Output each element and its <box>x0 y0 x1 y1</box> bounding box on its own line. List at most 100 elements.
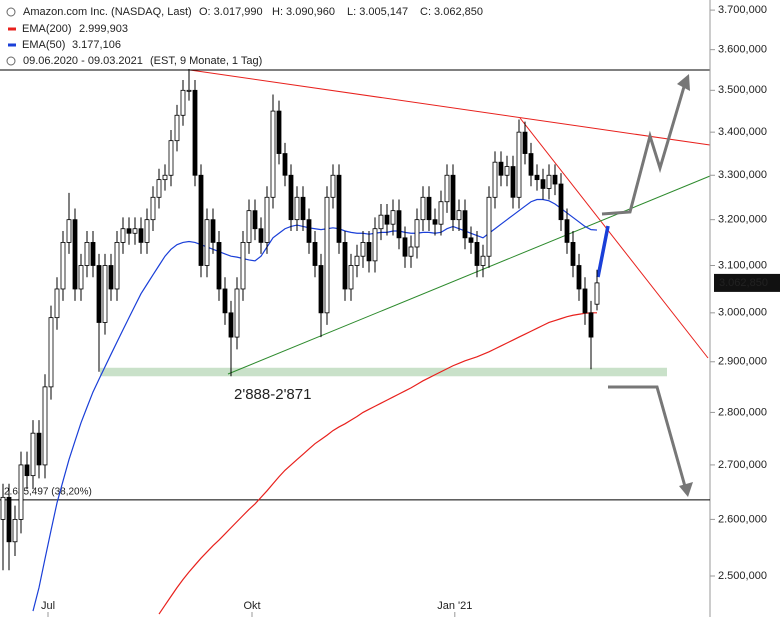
candle-body <box>168 140 174 176</box>
arrow-head <box>677 74 690 91</box>
candle-body <box>294 196 300 221</box>
candle-body <box>450 174 456 221</box>
candle-body <box>336 174 342 243</box>
support-zone <box>100 367 667 377</box>
candle-body <box>510 166 516 198</box>
candle-body <box>108 265 114 290</box>
candle-body <box>144 219 150 243</box>
candle-body <box>402 237 408 257</box>
candle-body <box>522 131 528 154</box>
candle-body <box>492 161 498 198</box>
candle-body <box>252 210 258 230</box>
candle-body <box>180 89 186 116</box>
candle-body <box>432 219 438 225</box>
candle-body <box>192 89 198 176</box>
candle-body <box>24 464 30 477</box>
candle-body <box>198 174 204 266</box>
candle-body <box>120 228 126 243</box>
open-label: O: 3.017,990 <box>199 6 263 18</box>
candle-body <box>72 219 78 290</box>
candle-body <box>444 174 450 203</box>
y-tick-label: 2.900,000 <box>718 356 767 368</box>
resistance-trendline <box>189 69 711 146</box>
candle-body <box>216 242 222 290</box>
legend-label: EMA(200) <box>22 23 72 35</box>
candle-body <box>126 228 132 234</box>
y-tick-label: 3.600,000 <box>718 44 767 56</box>
candle-body <box>324 196 330 314</box>
y-tick-label: 3.400,000 <box>718 126 767 138</box>
candle-body <box>288 174 294 221</box>
candle-body <box>504 166 510 176</box>
candle-body <box>246 210 252 243</box>
candle-body <box>132 228 138 234</box>
candle-body <box>204 219 210 266</box>
candle-body <box>234 288 240 338</box>
date-range: 09.06.2020 - 09.03.2021 <box>23 55 143 67</box>
candle-body <box>30 432 36 477</box>
ema-line <box>32 198 598 612</box>
candle-body <box>390 210 396 225</box>
x-tick-label: Jan '21 <box>437 600 472 612</box>
y-tick-label: 3.700,000 <box>718 4 767 16</box>
close-label: C: 3.062,850 <box>420 6 483 18</box>
candle-body <box>438 201 444 225</box>
support-trendline <box>227 175 711 375</box>
candle-body <box>114 242 120 290</box>
candle-body <box>12 518 18 543</box>
candle-body <box>468 237 474 243</box>
annotations <box>0 69 711 497</box>
y-tick-label: 2.600,000 <box>718 513 767 525</box>
candle-body <box>0 496 6 520</box>
candle-body <box>60 242 66 290</box>
range-info: (EST, 9 Monate, 1 Tag) <box>150 55 262 67</box>
down-trendline <box>519 117 709 359</box>
candle-body <box>516 131 522 198</box>
candle-body <box>594 282 600 305</box>
y-tick-label: 2.500,000 <box>718 570 767 582</box>
last-price-label: 3.062,850 <box>719 277 768 289</box>
candle-body <box>534 174 540 181</box>
candle-body <box>90 242 96 266</box>
ema-line <box>158 312 597 615</box>
candle-body <box>588 312 594 338</box>
low-label: L: 3.005,147 <box>347 6 408 18</box>
search-icon <box>6 7 16 17</box>
candle-body <box>408 246 414 257</box>
candle-body <box>498 161 504 176</box>
candle-body <box>300 196 306 221</box>
candle-body <box>240 242 246 290</box>
header: Amazon.com Inc. (NASDAQ, Last) O: 3.017,… <box>6 6 483 67</box>
candle-body <box>354 255 360 266</box>
candle-body <box>342 242 348 290</box>
candle-body <box>582 288 588 314</box>
candle-body <box>270 110 276 198</box>
y-tick-label: 3.300,000 <box>718 169 767 181</box>
candle-body <box>6 496 12 543</box>
candle-body <box>546 174 552 189</box>
candle-body <box>474 242 480 266</box>
candle-body <box>186 89 192 92</box>
candle-body <box>264 196 270 243</box>
candle-body <box>564 219 570 243</box>
candle-body <box>18 464 24 520</box>
candle-body <box>42 386 48 466</box>
candle-body <box>462 210 468 239</box>
candle-body <box>420 196 426 221</box>
candle-body <box>306 219 312 243</box>
title: Amazon.com Inc. (NASDAQ, Last) <box>23 6 192 18</box>
y-tick-label: 2.700,000 <box>718 459 767 471</box>
candle-body <box>348 265 354 290</box>
candle-body <box>210 219 216 243</box>
candle-body <box>282 153 288 176</box>
candle-body <box>228 312 234 338</box>
candle-body <box>414 219 420 248</box>
candle-body <box>102 265 108 323</box>
candle-body <box>378 214 384 230</box>
candle-body <box>372 228 378 262</box>
clock-icon <box>6 56 16 66</box>
last-price-box <box>714 273 780 292</box>
x-tick-label: Jul <box>41 600 55 612</box>
candle-body <box>480 255 486 266</box>
